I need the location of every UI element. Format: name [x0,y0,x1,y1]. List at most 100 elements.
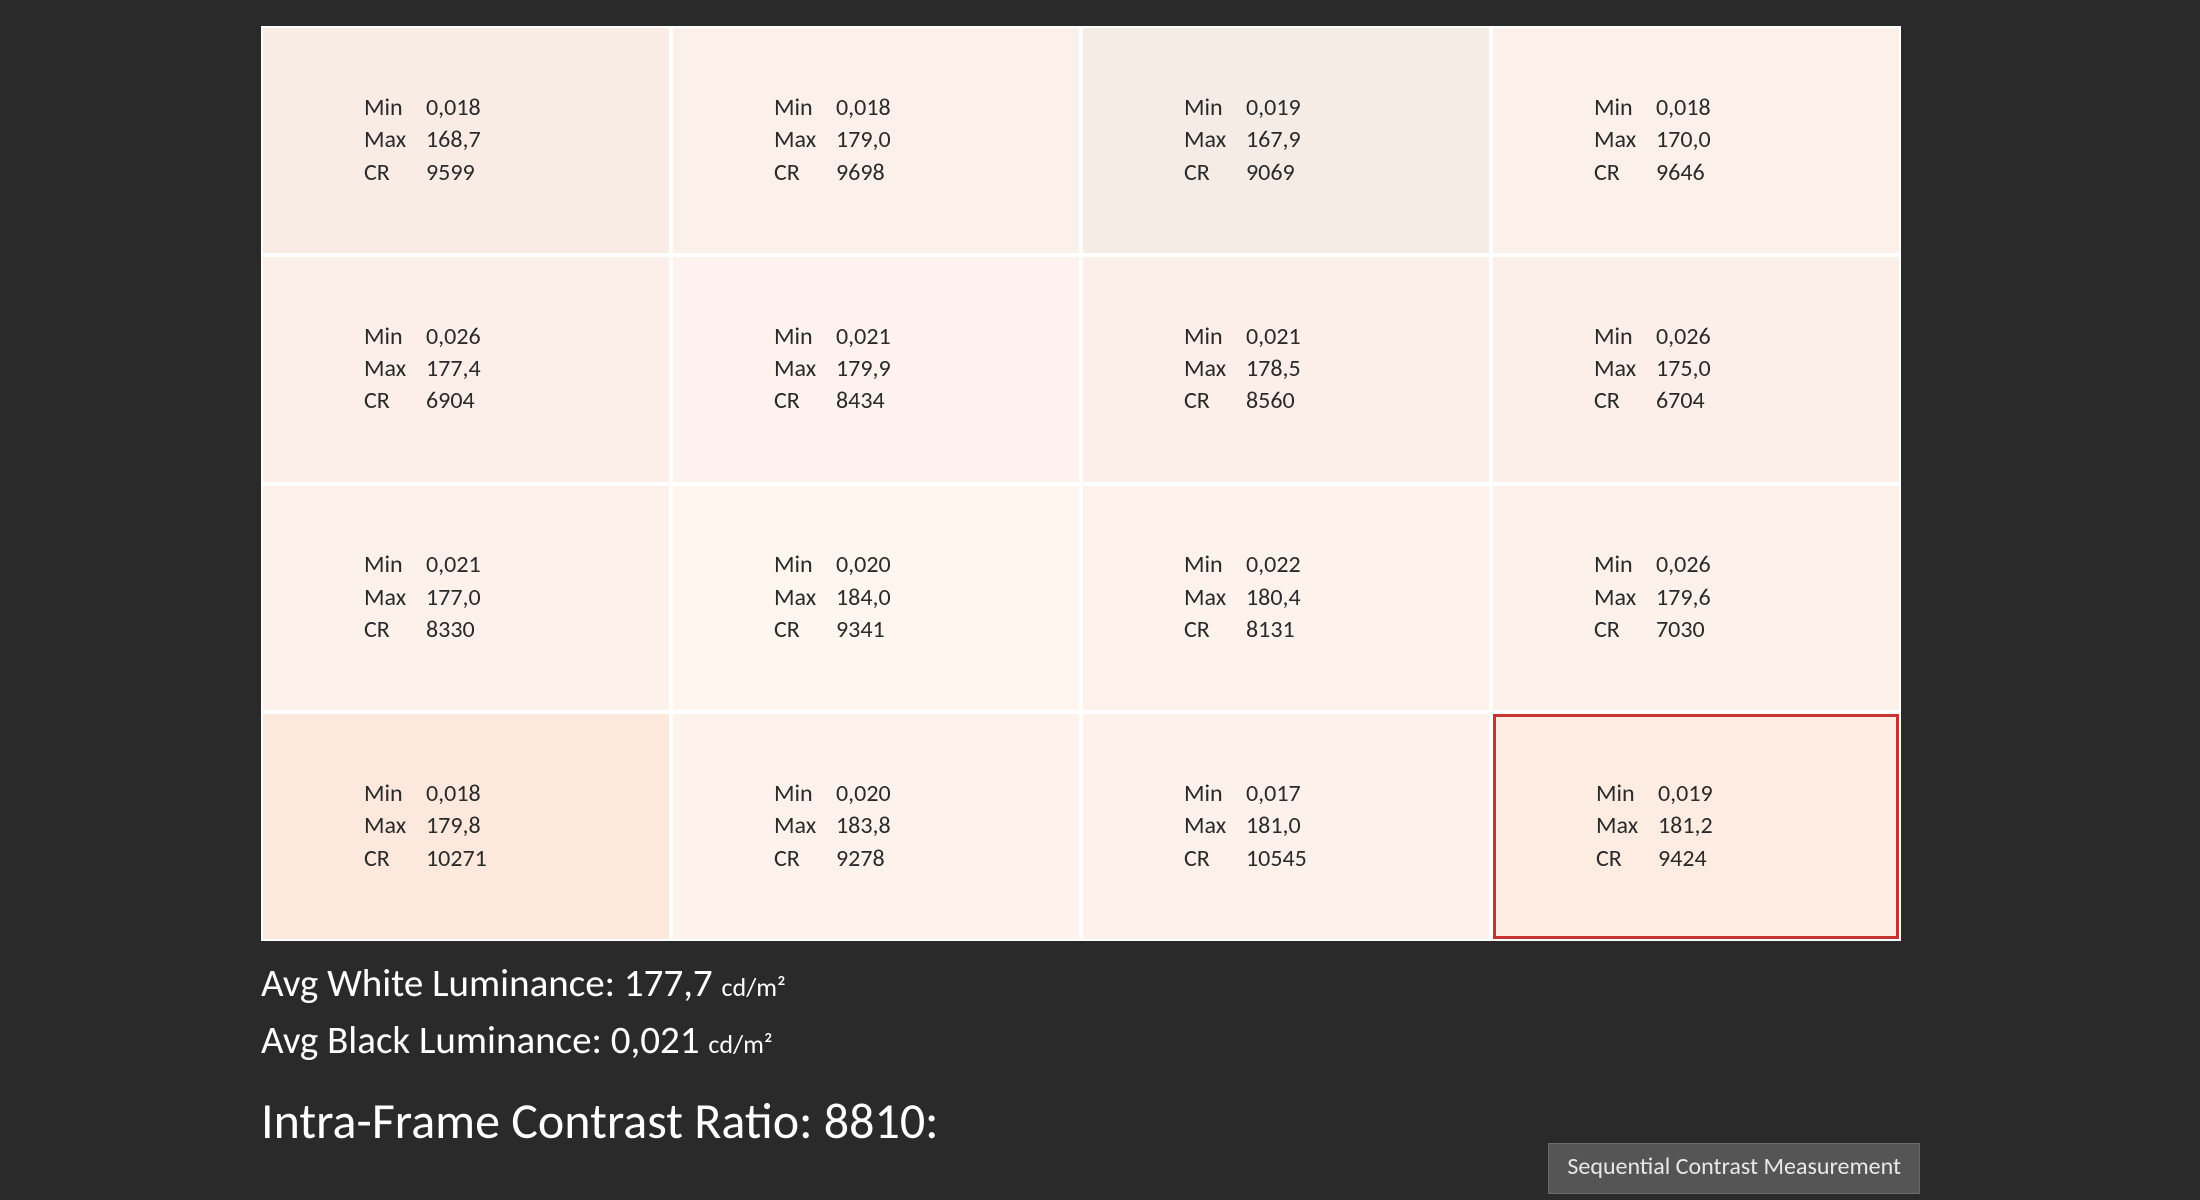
cell-max-row-label: Max [774,810,836,842]
cell-cr-row: CR9424 [1596,843,1896,875]
cell-cr-row-label: CR [364,385,426,417]
grid-cell: Min0,020Max184,0CR9341 [673,486,1079,711]
cell-min-value: 0,021 [426,549,481,581]
cell-max-row-label: Max [1184,353,1246,385]
cell-cr-value: 6904 [426,385,475,417]
cell-cr-value: 9599 [426,157,475,189]
cell-min-row-label: Min [774,549,836,581]
cell-max-value: 179,0 [836,124,891,156]
cell-cr-row-label: CR [774,385,836,417]
avg-black-line: Avg Black Luminance: 0,021 cd/m² [261,1013,939,1070]
measurement-panel: Min0,018Max168,7CR9599Min0,018Max179,0CR… [0,0,2200,1200]
cell-cr-value: 8560 [1246,385,1295,417]
cell-min-row: Min0,019 [1596,778,1896,810]
intra-frame-line: Intra-Frame Contrast Ratio: 8810: [261,1091,939,1152]
cell-min-value: 0,020 [836,778,891,810]
cell-max-row-label: Max [1594,124,1656,156]
cell-max-value: 170,0 [1656,124,1711,156]
cell-max-value: 177,4 [426,353,481,385]
cell-cr-row: CR9278 [774,843,1078,875]
cell-min-row: Min0,018 [364,778,668,810]
cell-cr-value: 10545 [1246,843,1307,875]
cell-max-row: Max181,2 [1596,810,1896,842]
cell-min-value: 0,026 [1656,549,1711,581]
cell-min-value: 0,020 [836,549,891,581]
cell-min-row-label: Min [364,549,426,581]
cell-min-value: 0,021 [836,321,891,353]
cell-cr-row: CR8560 [1184,385,1488,417]
cell-cr-value: 9698 [836,157,885,189]
cell-min-row-label: Min [1596,778,1658,810]
cell-min-row: Min0,019 [1184,92,1488,124]
cell-cr-value: 9069 [1246,157,1295,189]
cell-min-value: 0,018 [1656,92,1711,124]
cell-max-value: 179,8 [426,810,481,842]
cell-max-row-label: Max [364,124,426,156]
cell-min-value: 0,018 [426,778,481,810]
cell-min-row-label: Min [364,92,426,124]
grid-cell: Min0,026Max179,6CR7030 [1493,486,1899,711]
intra-frame-label: Intra-Frame Contrast Ratio: [261,1091,824,1152]
cell-max-value: 180,4 [1246,582,1301,614]
cell-max-value: 184,0 [836,582,891,614]
cell-max-value: 179,9 [836,353,891,385]
cell-cr-row: CR9646 [1594,157,1898,189]
cell-min-row-label: Min [1594,321,1656,353]
avg-black-label: Avg Black Luminance: [261,1017,611,1064]
cell-cr-value: 10271 [426,843,487,875]
cell-max-row: Max175,0 [1594,353,1898,385]
cell-cr-value: 8330 [426,614,475,646]
cell-max-row: Max167,9 [1184,124,1488,156]
cell-max-row: Max178,5 [1184,353,1488,385]
avg-black-value: 0,021 [611,1017,700,1064]
cell-cr-row-label: CR [364,614,426,646]
cell-min-value: 0,018 [426,92,481,124]
cell-cr-row-label: CR [1596,843,1658,875]
grid-cell: Min0,018Max170,0CR9646 [1493,28,1899,253]
cell-max-row: Max179,6 [1594,582,1898,614]
cell-cr-row-label: CR [1594,157,1656,189]
cell-min-row-label: Min [1184,92,1246,124]
grid-cell: Min0,018Max179,0CR9698 [673,28,1079,253]
cell-min-row: Min0,018 [1594,92,1898,124]
cell-max-row-label: Max [1594,582,1656,614]
cell-max-row-label: Max [1184,582,1246,614]
cell-max-row-label: Max [1596,810,1658,842]
grid-cell: Min0,021Max177,0CR8330 [263,486,669,711]
cell-min-row-label: Min [1184,549,1246,581]
cell-max-row: Max181,0 [1184,810,1488,842]
cell-min-row-label: Min [364,778,426,810]
cell-cr-row: CR7030 [1594,614,1898,646]
cell-min-value: 0,019 [1658,778,1713,810]
cell-max-row-label: Max [774,124,836,156]
summary-block: Avg White Luminance: 177,7 cd/m² Avg Bla… [261,956,939,1152]
avg-white-value: 177,7 [624,960,713,1007]
cell-min-row: Min0,026 [1594,549,1898,581]
luminance-grid: Min0,018Max168,7CR9599Min0,018Max179,0CR… [261,26,1901,941]
sequential-contrast-button[interactable]: Sequential Contrast Measurement [1548,1143,1920,1194]
cell-cr-row-label: CR [364,157,426,189]
cell-min-value: 0,022 [1246,549,1301,581]
cell-max-row: Max179,0 [774,124,1078,156]
cell-max-row: Max179,8 [364,810,668,842]
grid-cell: Min0,019Max167,9CR9069 [1083,28,1489,253]
cell-cr-row: CR9599 [364,157,668,189]
cell-cr-row-label: CR [774,157,836,189]
cell-max-row-label: Max [1184,124,1246,156]
cell-cr-row: CR8434 [774,385,1078,417]
cell-cr-row-label: CR [1184,385,1246,417]
cell-max-value: 181,2 [1658,810,1713,842]
cell-cr-row-label: CR [1184,843,1246,875]
cell-min-value: 0,026 [1656,321,1711,353]
avg-white-label: Avg White Luminance: [261,960,624,1007]
cell-cr-row-label: CR [1184,614,1246,646]
grid-cell: Min0,018Max179,8CR10271 [263,714,669,939]
cell-cr-value: 9278 [836,843,885,875]
cell-cr-row: CR8330 [364,614,668,646]
cell-min-row-label: Min [364,321,426,353]
cell-max-row-label: Max [364,810,426,842]
cell-min-value: 0,018 [836,92,891,124]
cell-min-row-label: Min [1594,92,1656,124]
cell-min-row: Min0,022 [1184,549,1488,581]
grid-cell: Min0,020Max183,8CR9278 [673,714,1079,939]
